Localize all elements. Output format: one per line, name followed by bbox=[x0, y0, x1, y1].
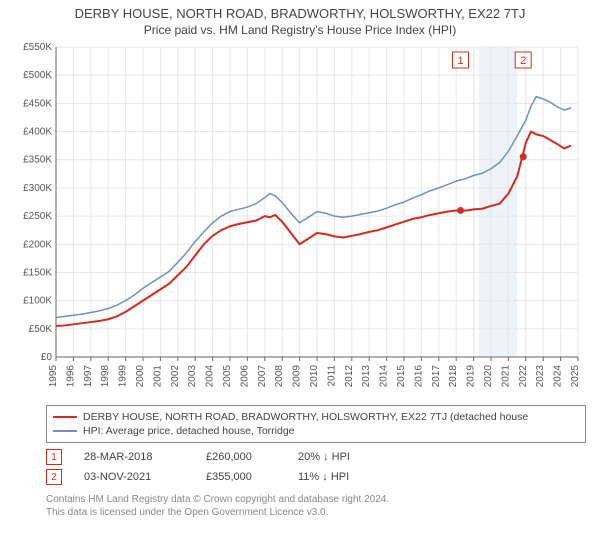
svg-text:1997: 1997 bbox=[83, 365, 94, 388]
marker-pct: 20% bbox=[298, 451, 320, 463]
svg-text:1998: 1998 bbox=[100, 365, 111, 388]
down-arrow-icon: ↓ bbox=[323, 451, 329, 463]
svg-text:2011: 2011 bbox=[326, 365, 337, 387]
svg-text:£400K: £400K bbox=[23, 127, 52, 138]
svg-text:£350K: £350K bbox=[23, 155, 52, 166]
svg-text:2018: 2018 bbox=[448, 365, 459, 388]
legend: DERBY HOUSE, NORTH ROAD, BRADWORTHY, HOL… bbox=[46, 405, 586, 443]
svg-text:1995: 1995 bbox=[48, 365, 59, 388]
svg-text:£250K: £250K bbox=[23, 211, 52, 222]
svg-text:2015: 2015 bbox=[396, 365, 407, 388]
svg-text:2005: 2005 bbox=[222, 365, 233, 388]
chart-title-line1: DERBY HOUSE, NORTH ROAD, BRADWORTHY, HOL… bbox=[10, 6, 590, 21]
svg-text:2022: 2022 bbox=[518, 365, 529, 388]
svg-text:2003: 2003 bbox=[187, 365, 198, 388]
markers-table: 1 28-MAR-2018 £260,000 20% ↓ HPI 2 03-NO… bbox=[46, 447, 586, 487]
svg-text:2009: 2009 bbox=[292, 365, 303, 388]
svg-text:2006: 2006 bbox=[239, 365, 250, 388]
marker-vs: HPI bbox=[332, 451, 350, 463]
marker-date: 03-NOV-2021 bbox=[84, 471, 184, 483]
svg-text:£50K: £50K bbox=[29, 324, 53, 335]
svg-text:£300K: £300K bbox=[23, 183, 52, 194]
legend-item: HPI: Average price, detached house, Torr… bbox=[53, 424, 579, 438]
marker-vs: HPI bbox=[331, 471, 349, 483]
attribution-line: This data is licensed under the Open Gov… bbox=[46, 506, 586, 519]
svg-text:£200K: £200K bbox=[23, 239, 52, 250]
chart-title-block: DERBY HOUSE, NORTH ROAD, BRADWORTHY, HOL… bbox=[0, 0, 600, 39]
svg-text:2012: 2012 bbox=[344, 365, 355, 388]
svg-text:2024: 2024 bbox=[553, 365, 564, 388]
svg-text:2001: 2001 bbox=[152, 365, 163, 388]
legend-label: DERBY HOUSE, NORTH ROAD, BRADWORTHY, HOL… bbox=[83, 410, 528, 424]
marker-badge: 1 bbox=[46, 449, 62, 465]
chart-title-line2: Price paid vs. HM Land Registry's House … bbox=[10, 23, 590, 37]
marker-pct: 11% bbox=[298, 471, 319, 483]
marker-date: 28-MAR-2018 bbox=[84, 451, 184, 463]
svg-text:2017: 2017 bbox=[431, 365, 442, 388]
down-arrow-icon: ↓ bbox=[322, 471, 328, 483]
svg-text:2016: 2016 bbox=[413, 365, 424, 388]
svg-text:£500K: £500K bbox=[23, 70, 52, 81]
marker-price: £355,000 bbox=[206, 471, 276, 483]
marker-row: 1 28-MAR-2018 £260,000 20% ↓ HPI bbox=[46, 447, 586, 467]
svg-text:2002: 2002 bbox=[170, 365, 181, 388]
svg-text:1999: 1999 bbox=[118, 365, 129, 388]
svg-text:2: 2 bbox=[520, 55, 526, 67]
svg-text:2004: 2004 bbox=[205, 365, 216, 388]
svg-text:2025: 2025 bbox=[570, 365, 581, 388]
svg-text:1996: 1996 bbox=[65, 365, 76, 388]
svg-text:2010: 2010 bbox=[309, 365, 320, 388]
svg-text:£450K: £450K bbox=[23, 98, 52, 109]
svg-text:1: 1 bbox=[457, 55, 463, 67]
svg-text:2007: 2007 bbox=[257, 365, 268, 388]
svg-text:2023: 2023 bbox=[535, 365, 546, 388]
svg-text:2020: 2020 bbox=[483, 365, 494, 388]
legend-swatch bbox=[53, 416, 77, 418]
svg-text:2000: 2000 bbox=[135, 365, 146, 388]
svg-text:£0: £0 bbox=[41, 352, 53, 363]
marker-price: £260,000 bbox=[206, 451, 276, 463]
attribution: Contains HM Land Registry data © Crown c… bbox=[46, 493, 586, 519]
legend-swatch bbox=[53, 430, 77, 432]
chart: £0 £50K £100K £150K £200K £250K £300K £350K £400… bbox=[10, 39, 590, 399]
svg-text:2008: 2008 bbox=[274, 365, 285, 388]
svg-text:£550K: £550K bbox=[23, 42, 52, 53]
svg-text:£150K: £150K bbox=[23, 267, 52, 278]
attribution-line: Contains HM Land Registry data © Crown c… bbox=[46, 493, 586, 506]
svg-text:2013: 2013 bbox=[361, 365, 372, 388]
svg-text:2021: 2021 bbox=[500, 365, 511, 388]
svg-text:2019: 2019 bbox=[466, 365, 477, 388]
legend-item: DERBY HOUSE, NORTH ROAD, BRADWORTHY, HOL… bbox=[53, 410, 579, 424]
svg-text:2014: 2014 bbox=[379, 365, 390, 388]
marker-row: 2 03-NOV-2021 £355,000 11% ↓ HPI bbox=[46, 467, 586, 487]
marker-badge: 2 bbox=[46, 469, 62, 485]
legend-label: HPI: Average price, detached house, Torr… bbox=[83, 424, 295, 438]
svg-text:£100K: £100K bbox=[23, 296, 52, 307]
